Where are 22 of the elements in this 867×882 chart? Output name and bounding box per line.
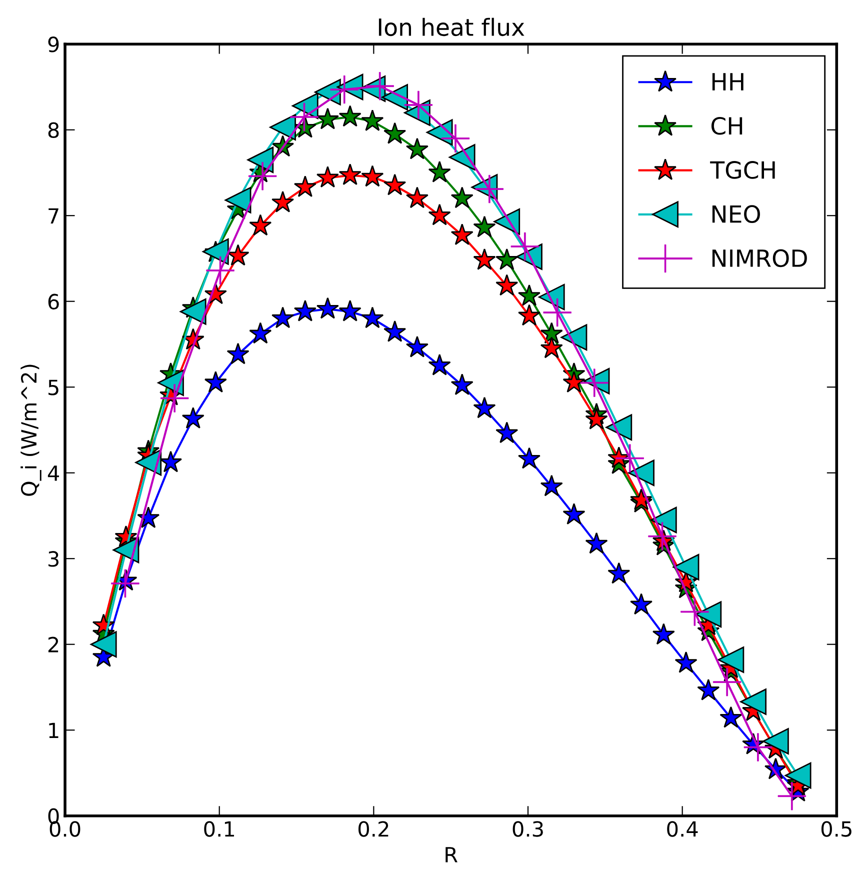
- legend-label: TGCH: [710, 161, 775, 179]
- y-tick-label: 8: [48, 122, 59, 138]
- y-tick-label: 3: [48, 551, 58, 567]
- y-tick-label: 2: [48, 636, 58, 652]
- x-tick-label: 0.3: [512, 821, 543, 837]
- x-tick-label: 0.5: [821, 821, 852, 837]
- x-tick-label: 0.4: [667, 821, 698, 837]
- x-tick-label: 0.1: [204, 821, 234, 837]
- legend-label: CH: [711, 116, 742, 135]
- y-tick-label: 6: [48, 294, 59, 310]
- legend-label: HH: [712, 73, 744, 90]
- y-tick-label: 4: [48, 466, 59, 481]
- y-tick-label: 1: [49, 722, 58, 738]
- x-tick-label: 0.2: [358, 821, 388, 837]
- x-axis-title: R: [446, 847, 458, 862]
- legend-label: NIMROD: [712, 249, 807, 268]
- y-tick-label: 9: [48, 36, 59, 52]
- legend-label: NEO: [712, 205, 760, 224]
- y-tick-label: 5: [48, 380, 58, 396]
- chart-title: Ion heat flux: [378, 18, 524, 36]
- y-axis-title: Q_i (W/m^2): [20, 364, 42, 496]
- y-tick-label: 7: [48, 208, 58, 224]
